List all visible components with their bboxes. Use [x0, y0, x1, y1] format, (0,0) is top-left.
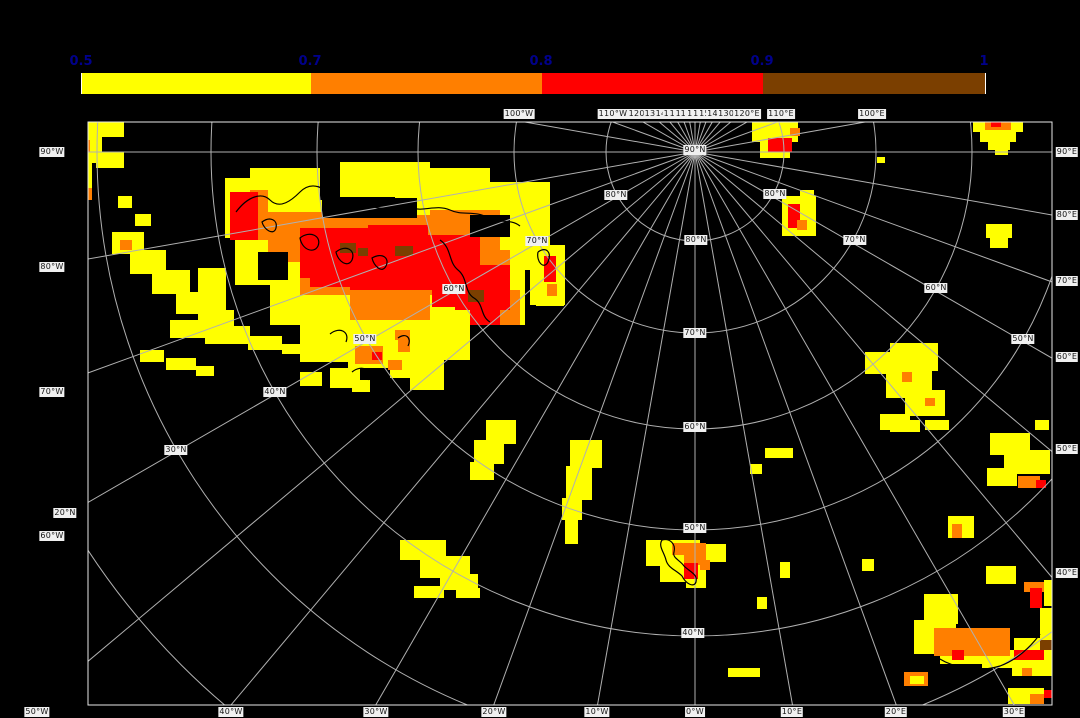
meridian-label-right: 50°E [1055, 444, 1079, 454]
parallel-label: 70°N [525, 236, 549, 246]
meridian-label-right: 80°E [1055, 210, 1079, 220]
meridian-label-top: 100°W [503, 109, 535, 119]
meridian-label-bottom: 40°W [218, 707, 244, 717]
colorbar-segment-orange [311, 73, 542, 94]
parallel-label: 80°N [604, 190, 628, 200]
meridian-label-right: 60°E [1055, 352, 1079, 362]
coastlines [88, 185, 1041, 670]
parallel-label: 60°N [924, 283, 948, 293]
parallel-label: 80°N [684, 235, 708, 245]
colorbar [81, 73, 986, 94]
map-frame [87, 121, 1053, 706]
colorbar-tick-label: 0.5 [69, 54, 93, 69]
parallel-label: 60°N [442, 284, 466, 294]
meridian-label-top: 130°E [717, 109, 745, 119]
meridian-label-top: 120°E [733, 109, 761, 119]
parallel-label: 80°N [763, 189, 787, 199]
meridian-label-top: 110°E [767, 109, 795, 119]
meridian-label-left: 80°W [39, 262, 65, 272]
meridian-label-left: 70°W [39, 387, 65, 397]
parallel-label: 70°N [683, 328, 707, 338]
meridian-label-top: 120°W [627, 109, 659, 119]
colorbar-segment-brown [763, 73, 985, 94]
meridian-label-right: 40°E [1055, 568, 1079, 578]
parallel-label: 90°N [683, 145, 707, 155]
meridian-label-left: 90°W [39, 147, 65, 157]
parallel-label: 60°N [683, 422, 707, 432]
meridian-label-bottom: 20°W [481, 707, 507, 717]
parallel-label: 50°N [1011, 334, 1035, 344]
colorbar-segment-red [542, 73, 763, 94]
meridian-label-right: 90°E [1055, 147, 1079, 157]
meridian-label-bottom: 30°E [1002, 707, 1026, 717]
colorbar-tick-label: 0.7 [298, 54, 322, 69]
parallel-label: 20°N [53, 508, 77, 518]
parallel-label: 30°N [164, 445, 188, 455]
meridian-label-left: 60°W [39, 531, 65, 541]
meridian-label-bottom: 0°W [685, 707, 705, 717]
parallel-label: 50°N [683, 523, 707, 533]
meridian-label-right: 70°E [1055, 276, 1079, 286]
colorbar-tick-label: 1 [979, 54, 989, 69]
meridian-label-bottom: 10°W [584, 707, 610, 717]
meridian-label-bottom: 50°W [24, 707, 50, 717]
parallel-label: 50°N [353, 334, 377, 344]
meridian-label-bottom: 20°E [884, 707, 908, 717]
meridian-label-bottom: 30°W [363, 707, 389, 717]
meridian-label-bottom: 10°E [780, 707, 804, 717]
parallel-label: 40°N [681, 628, 705, 638]
colorbar-tick-label: 0.9 [750, 54, 774, 69]
parallel-label: 40°N [263, 387, 287, 397]
colorbar-tick-label: 0.8 [529, 54, 553, 69]
colorbar-segment-yellow [82, 73, 311, 94]
meridian-label-top: 100°E [858, 109, 886, 119]
parallel-label: 70°N [843, 235, 867, 245]
meridian-label-top: 110°W [597, 109, 629, 119]
